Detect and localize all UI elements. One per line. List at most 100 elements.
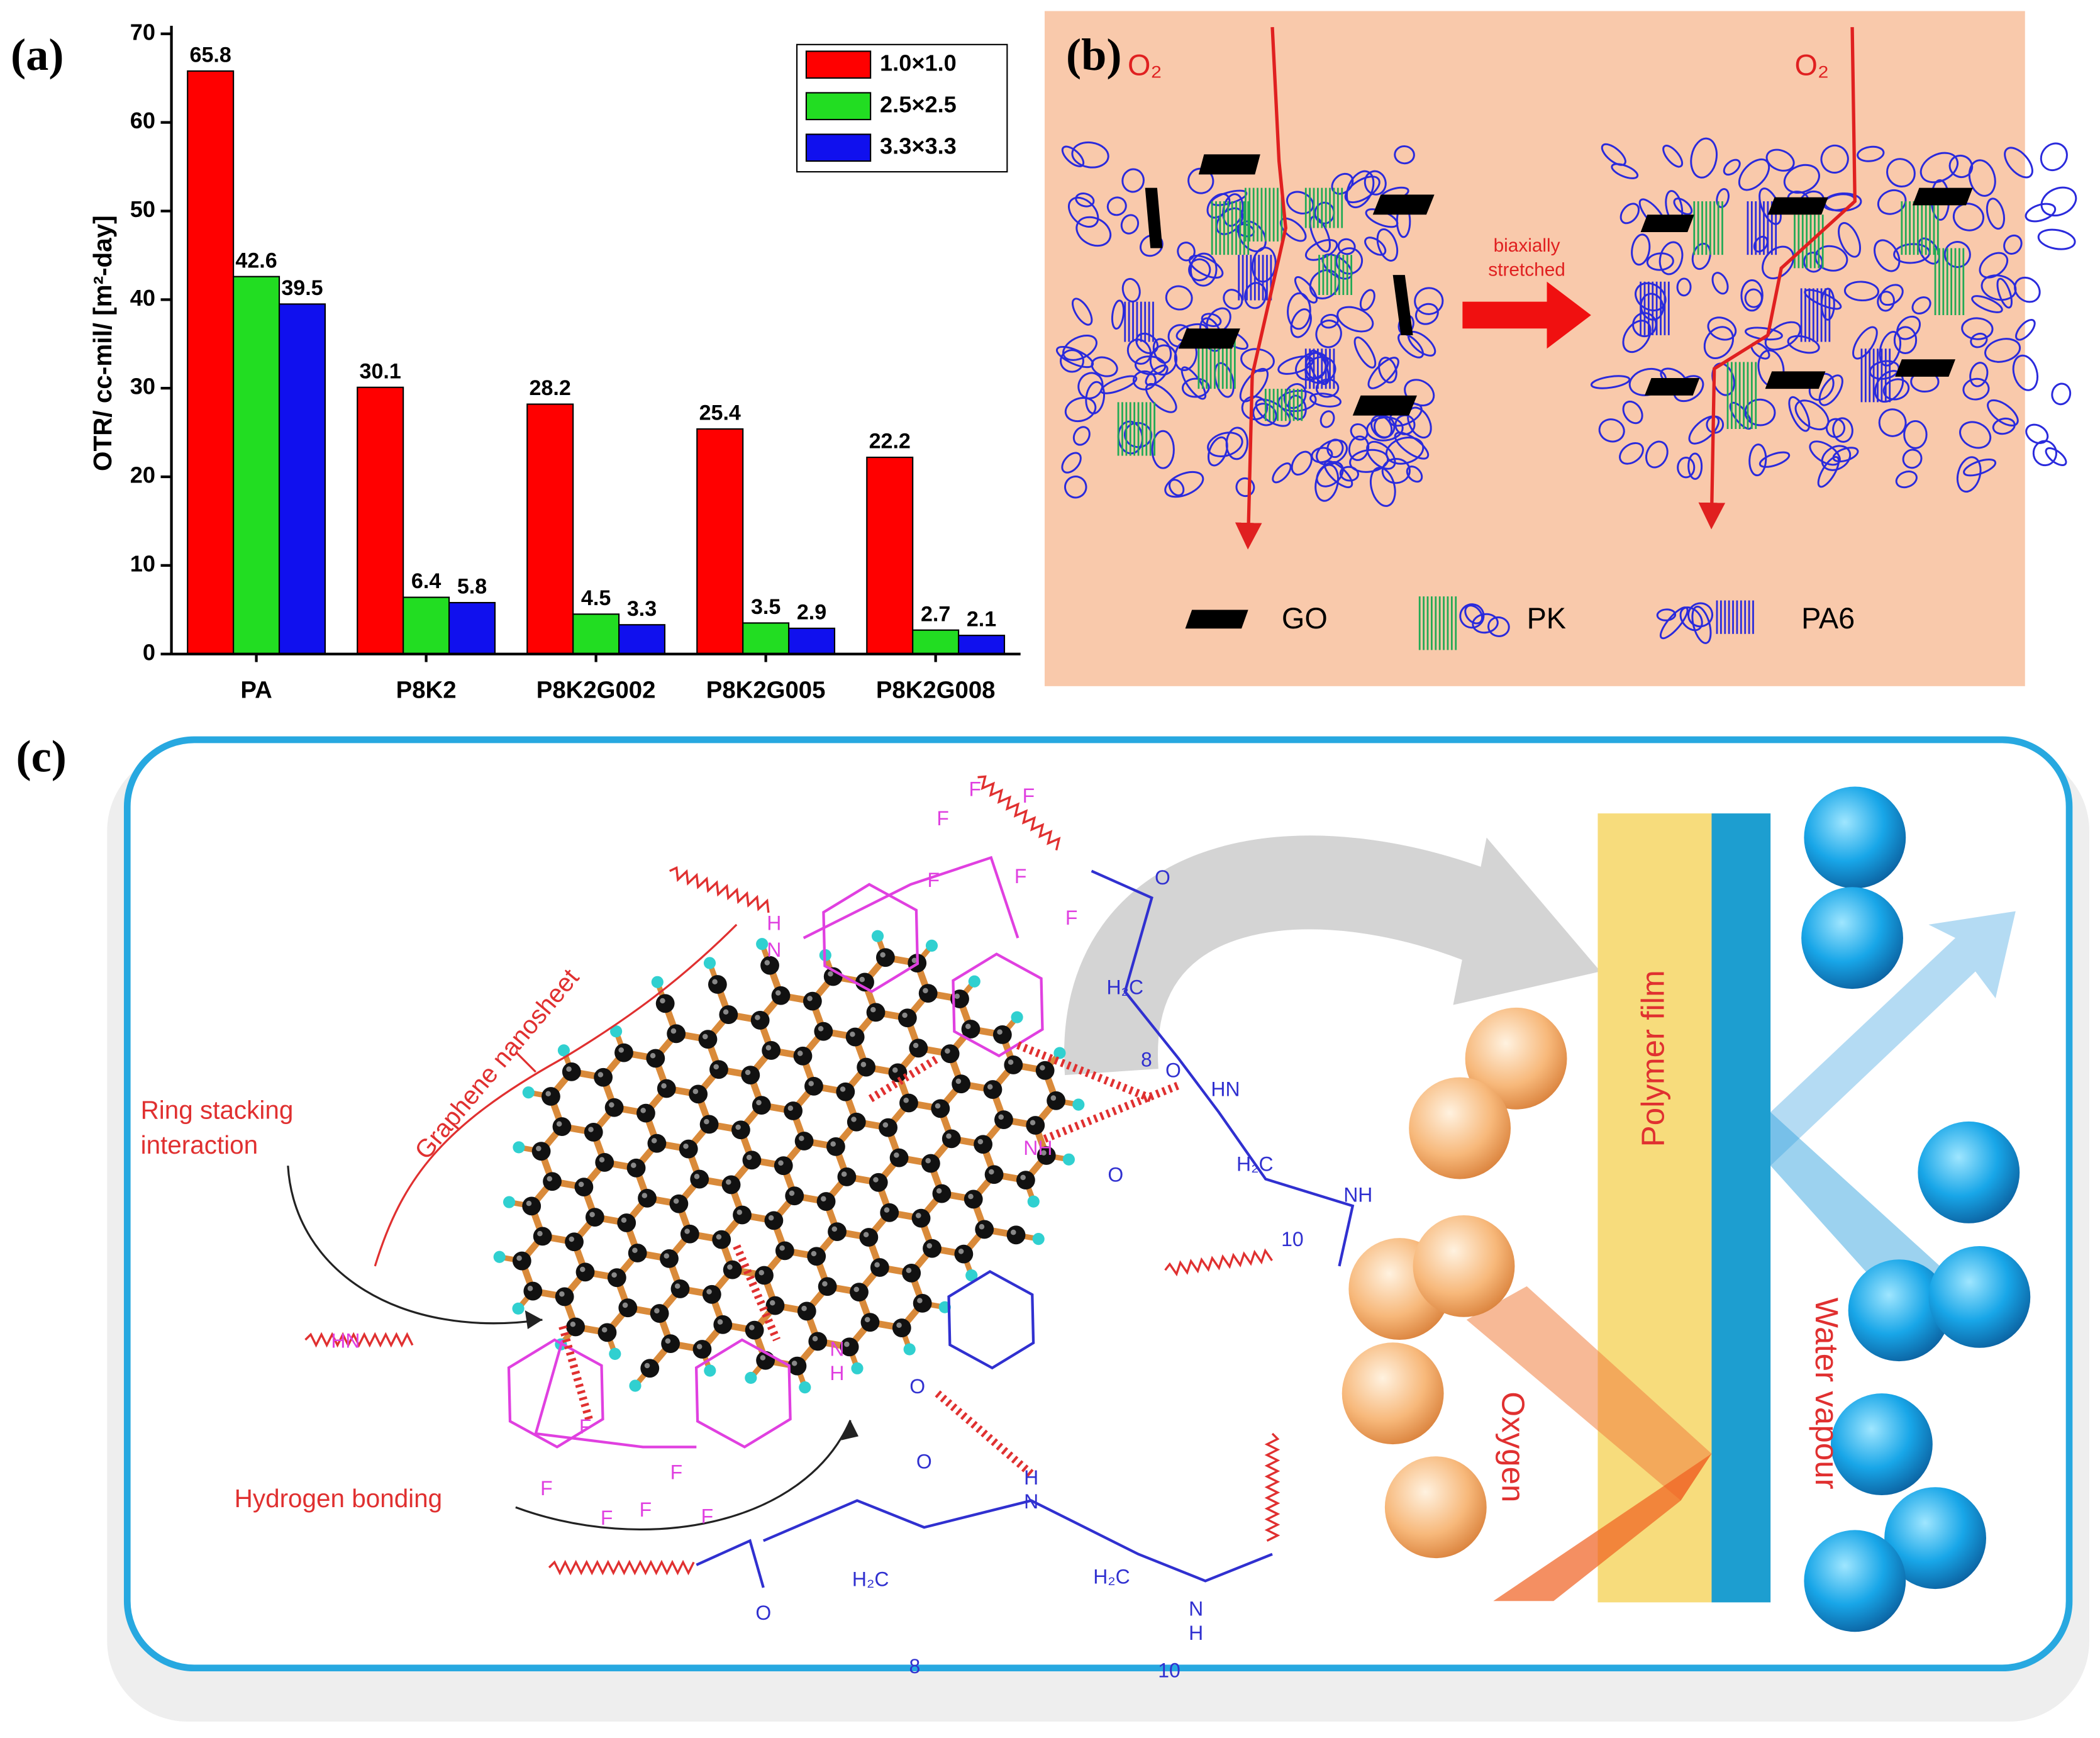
polymer-coil bbox=[2012, 354, 2039, 391]
carbon-atom bbox=[983, 1080, 1003, 1099]
data-label: 42.6 bbox=[235, 248, 277, 272]
bar bbox=[912, 629, 960, 655]
go-flake bbox=[1392, 275, 1413, 335]
atom-highlight bbox=[955, 1078, 962, 1084]
carbon-atom bbox=[764, 1211, 784, 1230]
polymer-coil bbox=[1286, 191, 1314, 214]
hydrogen-atom bbox=[557, 1044, 570, 1057]
carbon-atom bbox=[961, 1020, 981, 1039]
carbon-atom bbox=[555, 1287, 574, 1306]
go-flake bbox=[1767, 197, 1828, 215]
carbon-atom bbox=[745, 1320, 764, 1340]
atom-highlight bbox=[713, 1064, 719, 1070]
polymer-coil bbox=[1309, 269, 1340, 300]
carbon-atom bbox=[932, 1184, 952, 1203]
hydrogen-atom bbox=[871, 930, 884, 942]
polymer-coil bbox=[1959, 421, 1992, 449]
bar bbox=[742, 622, 790, 655]
carbon-atom bbox=[692, 1340, 712, 1359]
atom-highlight bbox=[958, 1249, 964, 1254]
atom-highlight bbox=[864, 1317, 870, 1323]
atom-highlight bbox=[1020, 1174, 1026, 1181]
carbon-atom bbox=[797, 1301, 816, 1321]
carbon-atom bbox=[712, 1230, 731, 1249]
polymer-chain bbox=[669, 866, 770, 913]
polymer-coil bbox=[1071, 141, 1109, 169]
carbon-atom bbox=[661, 1334, 681, 1354]
polymer-coil bbox=[1895, 471, 1918, 489]
go-flake bbox=[1895, 359, 1956, 377]
stretch-arrow bbox=[1462, 281, 1591, 349]
polymer-coil bbox=[1151, 430, 1175, 469]
carbon-atom bbox=[840, 1337, 859, 1357]
atom-highlight bbox=[717, 1319, 723, 1325]
polymer-coil bbox=[1291, 450, 1313, 476]
polymer-coil bbox=[1309, 393, 1342, 408]
chem-label: NH bbox=[1023, 1137, 1052, 1159]
polymer-coil bbox=[1364, 237, 1387, 256]
carbon-atom bbox=[733, 1205, 752, 1225]
polymer-coil bbox=[1878, 408, 1907, 437]
atom-highlight bbox=[706, 1289, 712, 1295]
water-molecule bbox=[1801, 887, 1903, 989]
atom-highlight bbox=[526, 1200, 532, 1206]
polymer-coil bbox=[1992, 417, 2016, 435]
chem-label: 8 bbox=[1141, 1049, 1152, 1071]
chem-label: H bbox=[767, 911, 781, 934]
carbon-atom bbox=[689, 1084, 708, 1104]
y-tick-label: 10 bbox=[130, 550, 155, 576]
polymer-coil bbox=[1716, 188, 1730, 208]
polymer-coil bbox=[1064, 397, 1097, 423]
carbon-atom bbox=[984, 1165, 1004, 1184]
atom-highlight bbox=[660, 998, 665, 1004]
polymer-coil bbox=[1315, 320, 1342, 348]
polymer-coil bbox=[1598, 418, 1625, 443]
polymer-coil bbox=[1687, 602, 1714, 628]
atom-highlight bbox=[811, 1251, 817, 1257]
bar bbox=[696, 428, 744, 655]
oxygen-arrow bbox=[1493, 1454, 1712, 1602]
carbon-atom bbox=[680, 1224, 699, 1244]
atom-highlight bbox=[844, 1341, 850, 1347]
atom-highlight bbox=[712, 979, 718, 985]
polymer-coil bbox=[1464, 604, 1484, 625]
polymer-coil bbox=[1394, 145, 1415, 165]
polymer-coil bbox=[1304, 238, 1338, 261]
bar bbox=[233, 276, 281, 655]
polymer-coil bbox=[1673, 198, 1693, 216]
polymer-coil bbox=[1414, 287, 1444, 315]
polymer-coil bbox=[1364, 170, 1387, 196]
carbon-atom bbox=[879, 1118, 898, 1137]
benzene-ring bbox=[947, 1269, 1035, 1370]
atom-highlight bbox=[874, 1262, 880, 1268]
atom-highlight bbox=[911, 957, 918, 964]
water-molecule bbox=[1804, 1530, 1906, 1632]
atom-highlight bbox=[556, 1121, 562, 1127]
polymer-coil bbox=[1619, 442, 1644, 465]
atom-highlight bbox=[936, 1188, 942, 1194]
atom-highlight bbox=[896, 1322, 902, 1329]
polymer-coil bbox=[2051, 382, 2072, 406]
atom-highlight bbox=[601, 1327, 608, 1333]
hydrogen-atom bbox=[610, 1025, 623, 1038]
go-flake bbox=[1912, 187, 1973, 206]
carbon-atom bbox=[1016, 1171, 1035, 1190]
polymer-coil bbox=[1106, 196, 1127, 216]
oxygen-label: O₂ bbox=[1128, 48, 1162, 81]
bar bbox=[958, 635, 1006, 655]
bar bbox=[187, 70, 235, 655]
chem-label: H bbox=[1024, 1466, 1038, 1489]
go-flake bbox=[1765, 371, 1826, 389]
carbon-atom bbox=[771, 986, 791, 1005]
carbon-atom bbox=[837, 1167, 857, 1186]
carbon-atom bbox=[814, 1022, 833, 1041]
carbon-atom bbox=[708, 975, 727, 994]
polymer-coil bbox=[1986, 198, 2006, 230]
carbon-atom bbox=[857, 1057, 876, 1077]
hydrogen-bond bbox=[935, 1390, 1034, 1477]
carbon-atom bbox=[807, 1247, 826, 1266]
pointer-arrow bbox=[287, 1166, 543, 1325]
carbon-atom bbox=[931, 1099, 950, 1118]
atom-highlight bbox=[997, 1029, 1003, 1035]
atom-highlight bbox=[808, 1081, 814, 1086]
